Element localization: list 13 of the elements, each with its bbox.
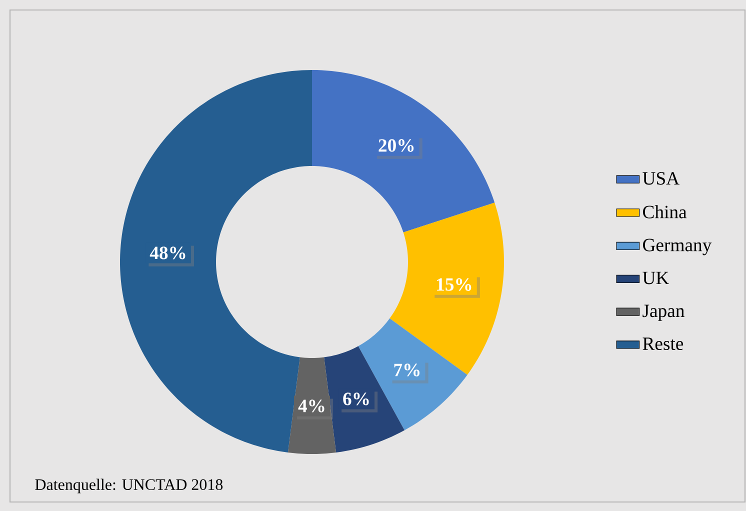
legend-label: Reste — [642, 338, 684, 350]
legend-label: Germany — [643, 238, 712, 256]
data-label: 7% — [394, 364, 420, 376]
data-label: 4% — [298, 400, 324, 412]
data-label: 15% — [437, 278, 472, 291]
data-label: 6% — [343, 392, 369, 406]
data-label: 20% — [378, 139, 414, 152]
text: Datenquelle: UNCTAD 2018 — [35, 478, 223, 494]
legend-label: UK — [642, 272, 670, 284]
legend-label: China — [643, 205, 687, 218]
legend-label: USA — [642, 172, 680, 185]
data-label: 48% — [150, 246, 186, 260]
legend-label: Japan — [642, 304, 684, 321]
